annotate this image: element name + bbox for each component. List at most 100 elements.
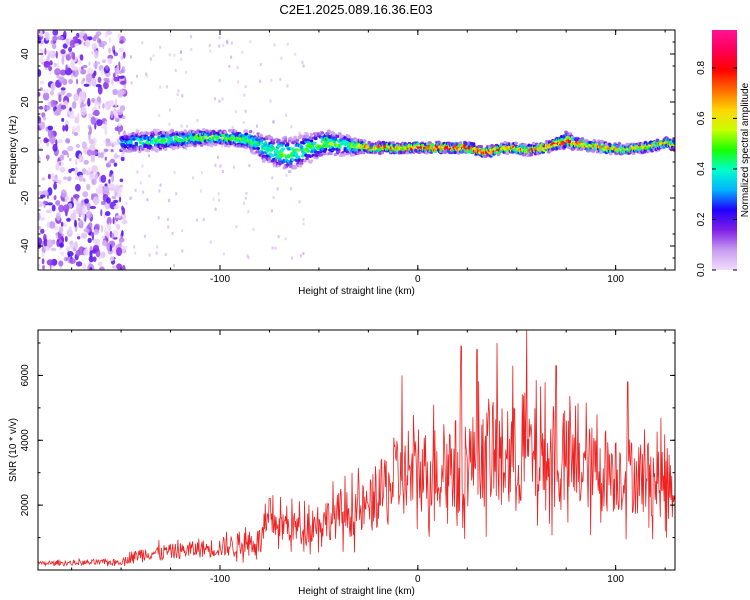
colorbar-tick-label: 0.4 [696, 162, 707, 176]
noise-blob [92, 111, 98, 116]
ridge-cell [274, 148, 279, 152]
noise-blob [111, 173, 115, 183]
noise-blob [47, 187, 53, 196]
ridge-cell [287, 170, 292, 174]
faint-dot [252, 131, 255, 135]
noise-blob [93, 50, 99, 59]
noise-blob [120, 156, 125, 162]
noise-blob [61, 150, 69, 156]
ridge-cell [277, 138, 281, 142]
noise-blob [78, 67, 82, 72]
noise-blob [43, 116, 47, 121]
faint-dot [293, 147, 295, 151]
noise-blob [68, 46, 73, 53]
faint-dot [217, 192, 220, 196]
noise-blob [57, 35, 64, 41]
ridge-cell [213, 143, 218, 147]
ridge-cell [314, 137, 318, 141]
noise-blob [88, 36, 93, 41]
ridge-cell [198, 130, 203, 134]
ridge-cell [309, 159, 314, 163]
noise-blob [99, 266, 105, 270]
noise-blob [50, 90, 54, 96]
faint-dot [148, 174, 151, 178]
faint-dot [232, 165, 235, 169]
ridge-cell [259, 134, 264, 138]
noise-blob [78, 32, 85, 37]
faint-dot [175, 192, 178, 196]
faint-dot [176, 93, 179, 96]
faint-dot [298, 131, 301, 135]
colorbar-gradient [712, 30, 737, 270]
faint-dot [184, 70, 187, 74]
noise-blob [88, 255, 94, 263]
faint-dot [130, 55, 132, 59]
ridge-cell [146, 149, 151, 153]
ridge-cell [331, 147, 336, 151]
noise-blob [119, 40, 124, 44]
ridge-cell [295, 138, 300, 142]
noise-blob [59, 242, 64, 248]
ridge-cell [305, 156, 309, 161]
noise-blob [65, 64, 68, 72]
ridge-cell [256, 146, 261, 151]
noise-blob [86, 183, 91, 191]
noise-blob [106, 231, 110, 238]
faint-dot [231, 126, 234, 130]
ridge-cell [305, 134, 309, 138]
noise-blob [115, 186, 120, 193]
noise-blob [85, 73, 93, 83]
noise-blob [78, 98, 82, 106]
noise-blob [76, 124, 81, 133]
noise-blob [46, 259, 54, 266]
noise-blob [83, 83, 90, 87]
ridge-cell [267, 160, 271, 164]
noise-blob [104, 156, 107, 161]
noise-blob [94, 223, 100, 230]
faint-dot [145, 72, 148, 76]
faint-dot [218, 44, 221, 48]
noise-blob [60, 104, 67, 110]
noise-blob [62, 222, 68, 228]
faint-dot [237, 80, 240, 84]
noise-blob [83, 228, 90, 233]
noise-blob [47, 173, 51, 180]
faint-dot [181, 229, 184, 233]
noise-blob [91, 42, 98, 51]
ridge-cell [655, 138, 660, 142]
faint-dot [302, 64, 305, 68]
noise-blob [108, 36, 112, 43]
noise-blob [65, 38, 70, 45]
noise-blob [121, 66, 126, 74]
noise-blob [113, 162, 118, 167]
noise-blob [63, 30, 67, 39]
faint-dot [218, 99, 221, 103]
x-tick-label: 100 [607, 574, 624, 585]
ridge-cell [340, 141, 344, 146]
ridge-cell [329, 142, 333, 146]
ridge-cell [471, 142, 476, 146]
ridge-cell [141, 131, 145, 135]
noise-blob [69, 107, 72, 112]
faint-dot [164, 253, 167, 256]
noise-blob [55, 50, 58, 59]
faint-dot [152, 54, 155, 58]
noise-blob [87, 97, 91, 107]
noise-blob [77, 236, 81, 240]
noise-blob [53, 110, 61, 116]
noise-blob [91, 78, 97, 87]
noise-blob [44, 48, 47, 55]
ridge-cell [244, 129, 248, 133]
noise-blob [62, 125, 66, 132]
faint-dot [143, 234, 146, 238]
noise-blob [82, 77, 85, 82]
ridge-cell [363, 139, 367, 143]
noise-blob [50, 99, 57, 108]
faint-dot [142, 190, 145, 194]
faint-dot [158, 189, 161, 193]
noise-blob [46, 154, 49, 162]
faint-dot [221, 170, 224, 173]
faint-dot [166, 218, 169, 222]
noise-blob [58, 204, 65, 213]
noise-blob [119, 80, 126, 85]
